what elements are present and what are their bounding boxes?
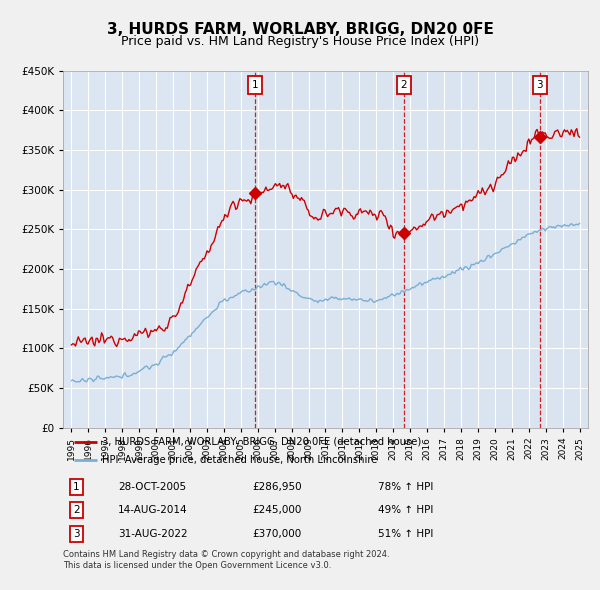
Text: 1: 1 — [73, 482, 79, 491]
Text: 28-OCT-2005: 28-OCT-2005 — [118, 482, 186, 491]
Text: 51% ↑ HPI: 51% ↑ HPI — [378, 529, 433, 539]
Text: Price paid vs. HM Land Registry's House Price Index (HPI): Price paid vs. HM Land Registry's House … — [121, 35, 479, 48]
Text: HPI: Average price, detached house, North Lincolnshire: HPI: Average price, detached house, Nort… — [103, 455, 378, 465]
Text: 14-AUG-2014: 14-AUG-2014 — [118, 506, 188, 515]
Text: 3: 3 — [73, 529, 79, 539]
Text: Contains HM Land Registry data © Crown copyright and database right 2024.: Contains HM Land Registry data © Crown c… — [63, 550, 389, 559]
Text: 3: 3 — [536, 80, 543, 90]
Text: 2: 2 — [400, 80, 407, 90]
Text: 3, HURDS FARM, WORLABY, BRIGG, DN20 0FE: 3, HURDS FARM, WORLABY, BRIGG, DN20 0FE — [107, 22, 493, 37]
Bar — [540, 71, 588, 428]
Text: £286,950: £286,950 — [252, 482, 302, 491]
Text: 49% ↑ HPI: 49% ↑ HPI — [378, 506, 433, 515]
Text: £370,000: £370,000 — [252, 529, 301, 539]
Text: 31-AUG-2022: 31-AUG-2022 — [118, 529, 188, 539]
Text: 3, HURDS FARM, WORLABY, BRIGG, DN20 0FE (detached house): 3, HURDS FARM, WORLABY, BRIGG, DN20 0FE … — [103, 437, 422, 447]
Text: This data is licensed under the Open Government Licence v3.0.: This data is licensed under the Open Gov… — [63, 560, 331, 569]
Text: 2: 2 — [73, 506, 79, 515]
Bar — [255, 71, 404, 428]
Text: 78% ↑ HPI: 78% ↑ HPI — [378, 482, 433, 491]
Text: 1: 1 — [251, 80, 258, 90]
Text: £245,000: £245,000 — [252, 506, 301, 515]
Bar — [404, 71, 540, 428]
